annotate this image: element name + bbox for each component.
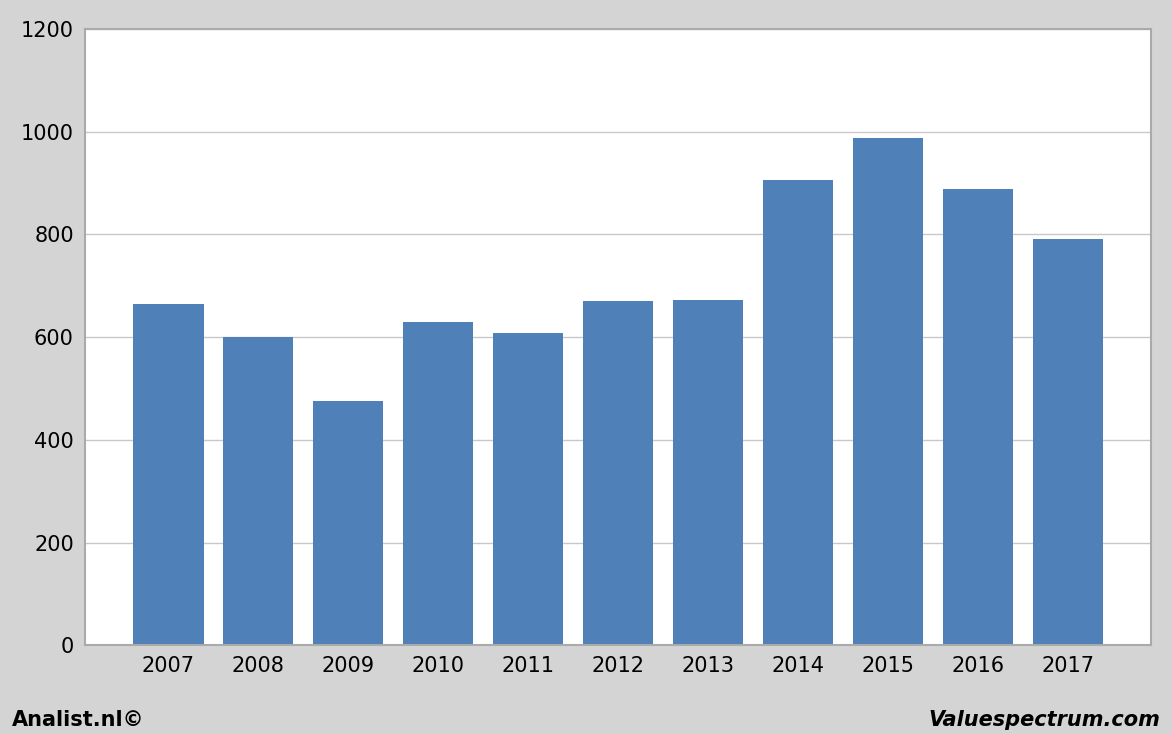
Bar — [224, 337, 293, 645]
Bar — [853, 138, 922, 645]
Bar — [942, 189, 1013, 645]
Bar — [763, 181, 833, 645]
Bar — [403, 321, 473, 645]
Bar — [673, 299, 743, 645]
Text: Analist.nl©: Analist.nl© — [12, 711, 144, 730]
Bar — [582, 301, 653, 645]
Text: Valuespectrum.com: Valuespectrum.com — [928, 711, 1160, 730]
Bar — [134, 304, 204, 645]
Bar — [493, 333, 564, 645]
Bar — [313, 401, 383, 645]
Bar — [1033, 239, 1103, 645]
